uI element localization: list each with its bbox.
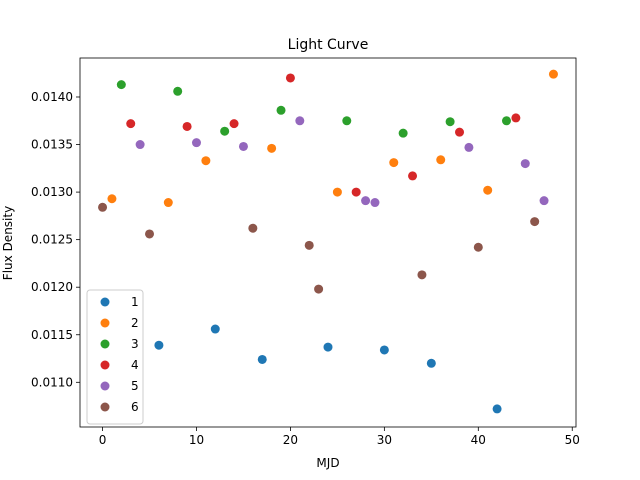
y-tick-label: 0.0130 bbox=[31, 185, 73, 199]
data-point-series-1 bbox=[210, 324, 220, 334]
data-point-series-5 bbox=[191, 138, 201, 148]
data-point-series-6 bbox=[145, 229, 155, 239]
series-2 bbox=[107, 69, 558, 208]
data-point-series-2 bbox=[548, 69, 558, 79]
x-tick-label: 30 bbox=[377, 433, 392, 447]
chart-title: Light Curve bbox=[288, 37, 369, 53]
series-3 bbox=[116, 80, 511, 138]
data-point-series-5 bbox=[520, 159, 530, 169]
data-point-series-4 bbox=[351, 187, 361, 197]
data-point-series-3 bbox=[116, 80, 126, 90]
x-tick-label: 20 bbox=[283, 433, 298, 447]
data-point-series-5 bbox=[539, 196, 549, 206]
data-point-series-4 bbox=[408, 171, 418, 181]
data-point-series-2 bbox=[107, 194, 117, 204]
y-tick-label: 0.0120 bbox=[31, 280, 73, 294]
data-point-series-3 bbox=[276, 105, 286, 115]
data-point-series-2 bbox=[436, 155, 446, 165]
data-point-series-5 bbox=[295, 116, 305, 126]
data-point-series-1 bbox=[492, 404, 502, 414]
data-point-series-6 bbox=[248, 223, 258, 233]
data-point-series-4 bbox=[229, 119, 239, 129]
data-point-series-1 bbox=[379, 345, 389, 355]
series-4 bbox=[126, 73, 521, 197]
data-point-series-5 bbox=[135, 140, 145, 150]
y-tick-label: 0.0110 bbox=[31, 375, 73, 389]
y-tick-label: 0.0135 bbox=[31, 138, 73, 152]
series-6 bbox=[98, 202, 540, 294]
data-point-series-6 bbox=[473, 242, 483, 252]
legend-label-6: 6 bbox=[131, 400, 139, 414]
legend-marker-4 bbox=[100, 360, 110, 370]
data-point-series-3 bbox=[398, 128, 408, 138]
legend: 1 2 3 4 5 6 bbox=[86, 289, 144, 425]
data-point-series-4 bbox=[511, 113, 521, 123]
data-point-series-3 bbox=[501, 116, 511, 126]
y-axis-title: Flux Density bbox=[1, 206, 15, 280]
data-point-series-4 bbox=[455, 127, 465, 137]
x-axis-title: MJD bbox=[316, 456, 339, 470]
x-tick-label: 50 bbox=[565, 433, 580, 447]
legend-label-3: 3 bbox=[131, 337, 139, 351]
data-point-series-4 bbox=[126, 119, 136, 129]
legend-marker-2 bbox=[100, 318, 110, 328]
legend-marker-5 bbox=[100, 381, 110, 391]
data-point-series-2 bbox=[163, 198, 173, 208]
data-point-series-6 bbox=[304, 240, 314, 250]
x-tick-label: 10 bbox=[189, 433, 204, 447]
legend-marker-6 bbox=[100, 402, 110, 412]
series-5 bbox=[135, 116, 549, 208]
data-point-series-3 bbox=[220, 126, 230, 136]
data-point-series-6 bbox=[530, 217, 540, 227]
legend-label-1: 1 bbox=[131, 295, 139, 309]
y-tick-label: 0.0125 bbox=[31, 233, 73, 247]
legend-label-4: 4 bbox=[131, 358, 139, 372]
data-point-series-5 bbox=[238, 141, 248, 151]
data-point-series-4 bbox=[182, 121, 192, 131]
data-point-series-1 bbox=[323, 342, 333, 352]
data-point-series-6 bbox=[417, 270, 427, 280]
x-tick-label: 40 bbox=[471, 433, 486, 447]
y-tick-label: 0.0115 bbox=[31, 328, 73, 342]
data-point-series-3 bbox=[173, 86, 183, 96]
x-tick-label: 0 bbox=[99, 433, 107, 447]
data-point-series-5 bbox=[361, 196, 371, 206]
data-point-series-5 bbox=[464, 142, 474, 152]
data-point-series-2 bbox=[201, 156, 211, 166]
data-point-series-1 bbox=[426, 358, 436, 368]
data-point-series-5 bbox=[370, 198, 380, 208]
data-point-series-6 bbox=[314, 284, 324, 294]
y-tick-label: 0.0140 bbox=[31, 90, 73, 104]
data-point-series-2 bbox=[389, 158, 399, 168]
axes-frame bbox=[79, 57, 577, 428]
legend-label-5: 5 bbox=[131, 379, 139, 393]
legend-marker-3 bbox=[100, 339, 110, 349]
data-point-series-1 bbox=[257, 354, 267, 364]
data-point-series-3 bbox=[342, 116, 352, 126]
plot-area: 0 10 20 30 40 50 0.0110 0.0115 0.0120 0.0125 0.013… bbox=[31, 57, 580, 447]
legend-label-2: 2 bbox=[131, 316, 139, 330]
legend-marker-1 bbox=[100, 297, 110, 307]
data-point-series-4 bbox=[285, 73, 295, 83]
series-1 bbox=[154, 324, 502, 414]
data-point-series-3 bbox=[445, 117, 455, 127]
data-point-series-1 bbox=[154, 340, 164, 350]
data-point-series-2 bbox=[332, 187, 342, 197]
data-point-series-2 bbox=[483, 185, 493, 195]
data-point-series-6 bbox=[98, 202, 108, 212]
data-point-series-2 bbox=[267, 143, 277, 153]
